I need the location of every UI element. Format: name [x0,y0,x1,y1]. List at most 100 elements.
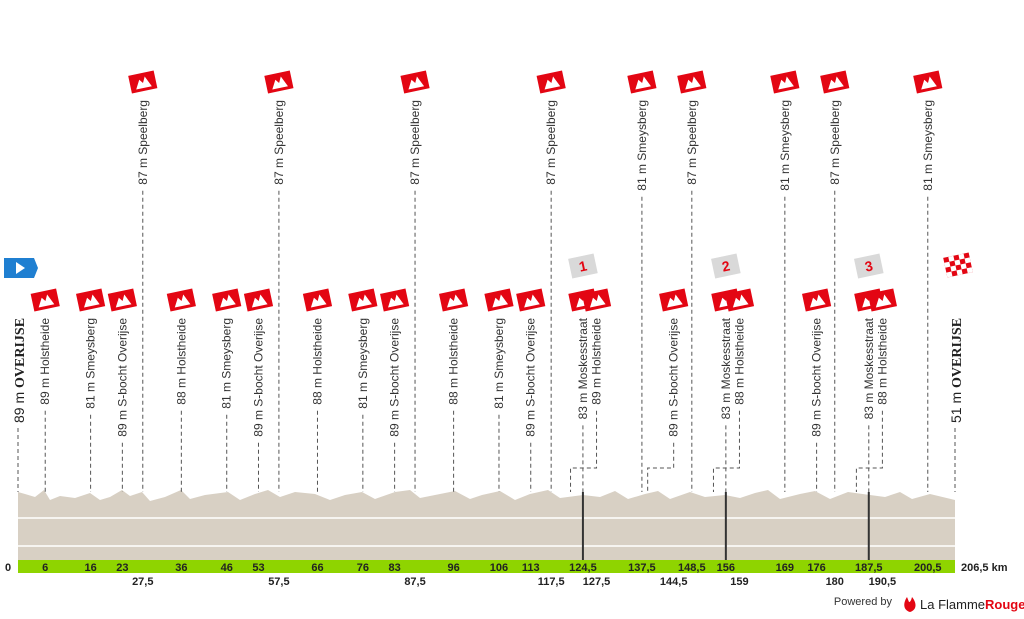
waypoint-label: 83 m Moskesstraat [576,317,590,419]
km-label: 106 [490,562,508,574]
waypoint-label: 81 m Smeysberg [84,318,98,409]
climb-icon [212,288,242,312]
km-label: 96 [447,562,459,574]
flag [348,288,378,312]
mountain [115,294,132,308]
flag [212,288,242,312]
km-label: 159 [730,576,748,588]
finish-icon [943,252,973,278]
waypoint-label: 83 m Moskesstraat [862,317,876,419]
mountain [388,294,404,308]
flag [264,70,294,94]
waypoint-label: 81 m Smeysberg [778,100,792,191]
climb-icon [677,70,707,94]
climb-icon [536,70,566,94]
mountain [356,294,372,308]
waypoint-label: 87 m Speelberg [136,100,150,185]
flag [76,288,106,312]
start-label: 89 m OVERIJSE [11,318,28,423]
leader-line [647,442,675,492]
finish-name: OVERIJSE [950,318,965,388]
flag [400,70,430,94]
checker [948,255,955,262]
climb-icon [76,288,106,312]
flag [484,288,514,312]
climb-icon [484,288,514,312]
mountain [635,76,651,90]
km-label: 87,5 [404,576,425,588]
flag [30,288,60,312]
sprint-icon: 1 [568,253,598,279]
flag [770,70,800,94]
waypoint-label: 89 m S-bocht Overijse [667,318,681,437]
checker [944,261,951,268]
climb-icon [243,288,274,312]
flag [581,288,612,312]
start-name: OVERIJSE [13,318,28,388]
km-label: 200,5 [914,562,942,574]
waypoint-label: 81 m Smeysberg [220,318,234,409]
sprint-number: 1 [577,257,588,274]
waypoint-label: 88 m Holstheide [732,318,746,405]
km-label: 148,5 [678,562,706,574]
climb-icon [913,70,943,94]
km-label: 27,5 [132,576,153,588]
km-label: 176 [807,562,825,574]
sprint-flag [853,253,884,279]
waypoint-label: 87 m Speelberg [544,100,558,185]
waypoint-label: 87 m Speelberg [272,100,286,185]
climb-icon [867,288,897,312]
checker [946,271,953,278]
km-label: 117,5 [538,576,565,588]
km-label: 53 [252,562,264,574]
checker [950,265,957,272]
km-label: 46 [221,562,233,574]
km-label: 57,5 [268,576,289,588]
mountain [447,294,463,308]
flag [802,288,832,312]
sprint-icon: 3 [853,253,884,279]
climb-icon [439,288,469,312]
brand: La FlammeRouge [920,597,1024,612]
climb-icon [302,288,333,312]
sprint-number: 3 [863,257,874,274]
mountain [492,294,509,308]
waypoint-label: 88 m Holstheide [447,318,461,405]
annotations: 89 m OVERIJSE 0 51 m OVERIJSE 206,5 km 89 m … [4,70,1008,588]
flag [913,70,943,94]
start-elevation: 89 m [11,392,27,423]
logo-flame [904,597,916,612]
waypoint-label: 89 m S-bocht Overijse [251,318,265,437]
leader-line [855,410,883,492]
mountain [272,76,288,90]
km-label: 36 [175,562,187,574]
checker [954,259,961,266]
km-label: 206,5 km [961,562,1008,574]
flag [243,288,274,312]
flag [516,288,546,312]
km-bar [18,560,955,573]
checker [960,263,967,270]
mountain [84,294,100,308]
km-label: 187,5 [855,562,883,574]
waypoint-label: 87 m Speelberg [408,100,422,185]
leader-line [712,410,740,492]
profile-shape [18,490,955,504]
mountain [544,76,561,90]
sprint-number: 2 [720,257,731,274]
mountain [408,76,425,90]
mountain [810,294,826,308]
finish-label: 51 m OVERIJSE [948,318,965,423]
km-label: 83 [388,562,400,574]
climb-icon [166,288,196,312]
waypoint-label: 88 m Holstheide [310,318,324,405]
flag [536,70,566,94]
waypoint-label: 81 m Smeysberg [492,318,506,409]
mountain [174,294,191,308]
waypoint-label: 89 m S-bocht Overijse [524,318,538,437]
km-label: 190,5 [869,576,897,588]
waypoint-label: 88 m Holstheide [875,318,889,405]
mountain [251,294,268,308]
flag [867,288,897,312]
sprint-icon: 2 [711,253,741,279]
